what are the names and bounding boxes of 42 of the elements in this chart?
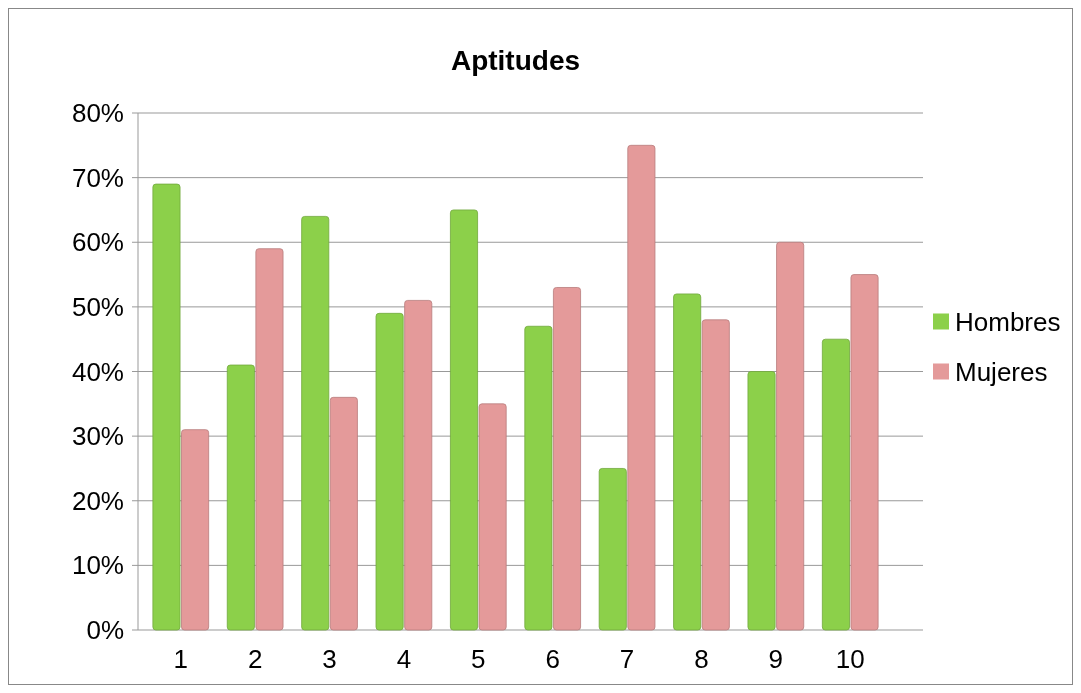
- x-tick-label: 1: [173, 644, 189, 674]
- x-tick-label: 10: [835, 644, 865, 674]
- bar: [627, 144, 656, 631]
- bar: [375, 312, 404, 631]
- bar: [226, 364, 255, 631]
- x-tick-label: 6: [545, 644, 560, 674]
- x-tick-label: 7: [619, 644, 635, 674]
- x-tick-label: 3: [322, 644, 337, 674]
- bar: [152, 183, 181, 631]
- x-tick-label: 4: [396, 644, 412, 674]
- y-tick-label: 20%: [71, 485, 124, 516]
- x-tick-label: 2: [247, 644, 263, 674]
- y-tick-label: 80%: [71, 98, 124, 129]
- bar: [776, 241, 805, 631]
- y-tick-label: 10%: [71, 550, 124, 581]
- bar: [301, 216, 330, 631]
- y-tick-label: 70%: [71, 162, 124, 193]
- x-tick-label: 9: [768, 644, 784, 674]
- chart-title: Aptitudes: [450, 45, 581, 76]
- bar: [747, 371, 776, 631]
- bar: [701, 319, 730, 631]
- x-tick-label: 5: [471, 644, 486, 674]
- bar: [850, 274, 879, 631]
- legend-label: Mujeres: [955, 356, 1048, 387]
- y-tick-label: 0%: [86, 615, 124, 646]
- bar: [673, 293, 702, 631]
- y-tick-label: 40%: [71, 356, 124, 387]
- bar: [181, 429, 210, 631]
- bar: [329, 396, 358, 631]
- bar: [404, 300, 433, 631]
- bar: [553, 287, 581, 631]
- bar: [255, 248, 284, 631]
- bar: [450, 209, 478, 631]
- y-tick-label: 30%: [71, 421, 124, 452]
- bar: [821, 338, 850, 631]
- bar: [524, 325, 553, 631]
- bar: [598, 468, 627, 631]
- y-tick-label: 50%: [71, 291, 124, 322]
- legend-label: Hombres: [955, 306, 1061, 337]
- y-tick-label: 60%: [71, 227, 124, 258]
- x-tick-label: 8: [694, 644, 709, 674]
- bar: [478, 403, 507, 631]
